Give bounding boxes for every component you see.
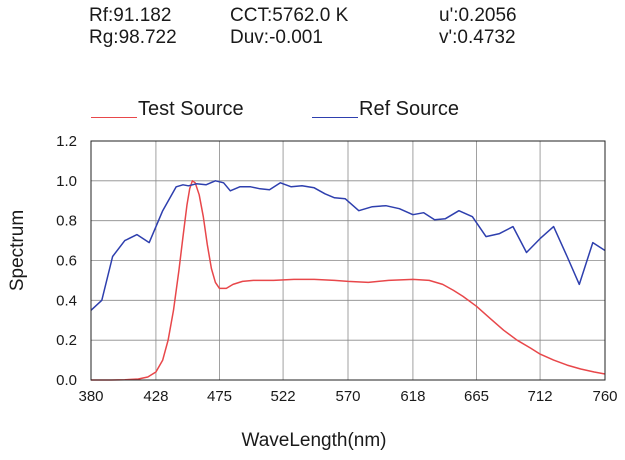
y-tick-label: 1.2 <box>56 133 77 150</box>
y-tick-label: 0.4 <box>56 292 77 309</box>
x-tick-label: 760 <box>592 388 617 405</box>
x-tick-label: 665 <box>464 388 489 405</box>
u-prime-value: u':0.2056 <box>439 5 517 26</box>
y-tick-label: 0.0 <box>56 372 77 389</box>
y-tick-label: 0.6 <box>56 253 77 270</box>
y-tick-label: 1.0 <box>56 173 77 190</box>
legend-test-source-swatch <box>91 117 137 118</box>
x-tick-labels: 380 428 475 522 570 618 665 712 760 <box>78 388 617 405</box>
cct-value: CCT:5762.0 K <box>230 5 349 26</box>
duv-value: Duv:-0.001 <box>230 27 323 48</box>
rf-value: Rf:91.182 <box>89 5 172 26</box>
x-tick-label: 712 <box>528 388 553 405</box>
x-tick-label: 428 <box>143 388 168 405</box>
v-prime-value: v':0.4732 <box>439 27 516 48</box>
rg-value: Rg:98.722 <box>89 27 177 48</box>
y-tick-label: 0.8 <box>56 213 77 230</box>
y-tick-label: 0.2 <box>56 332 77 349</box>
series-line-ref-source <box>90 180 606 311</box>
legend-test-source: Test Source <box>91 98 244 121</box>
y-axis-label: Spectrum <box>7 210 28 291</box>
x-tick-label: 475 <box>207 388 232 405</box>
chart-grid <box>90 140 606 381</box>
chart-series <box>90 180 606 381</box>
y-tick-labels: 0.0 0.2 0.4 0.6 0.8 1.0 1.2 <box>56 133 77 389</box>
plot-frame <box>90 140 606 381</box>
x-axis-label: WaveLength(nm) <box>241 430 386 451</box>
x-tick-label: 522 <box>271 388 296 405</box>
legend-ref-source-swatch <box>312 117 358 118</box>
series-line-test-source <box>91 180 606 381</box>
legend-ref-source: Ref Source <box>312 98 459 121</box>
x-tick-label: 618 <box>400 388 425 405</box>
legend-test-source-label: Test Source <box>138 98 244 120</box>
x-tick-label: 380 <box>78 388 103 405</box>
x-tick-label: 570 <box>335 388 360 405</box>
legend-ref-source-label: Ref Source <box>359 98 460 120</box>
